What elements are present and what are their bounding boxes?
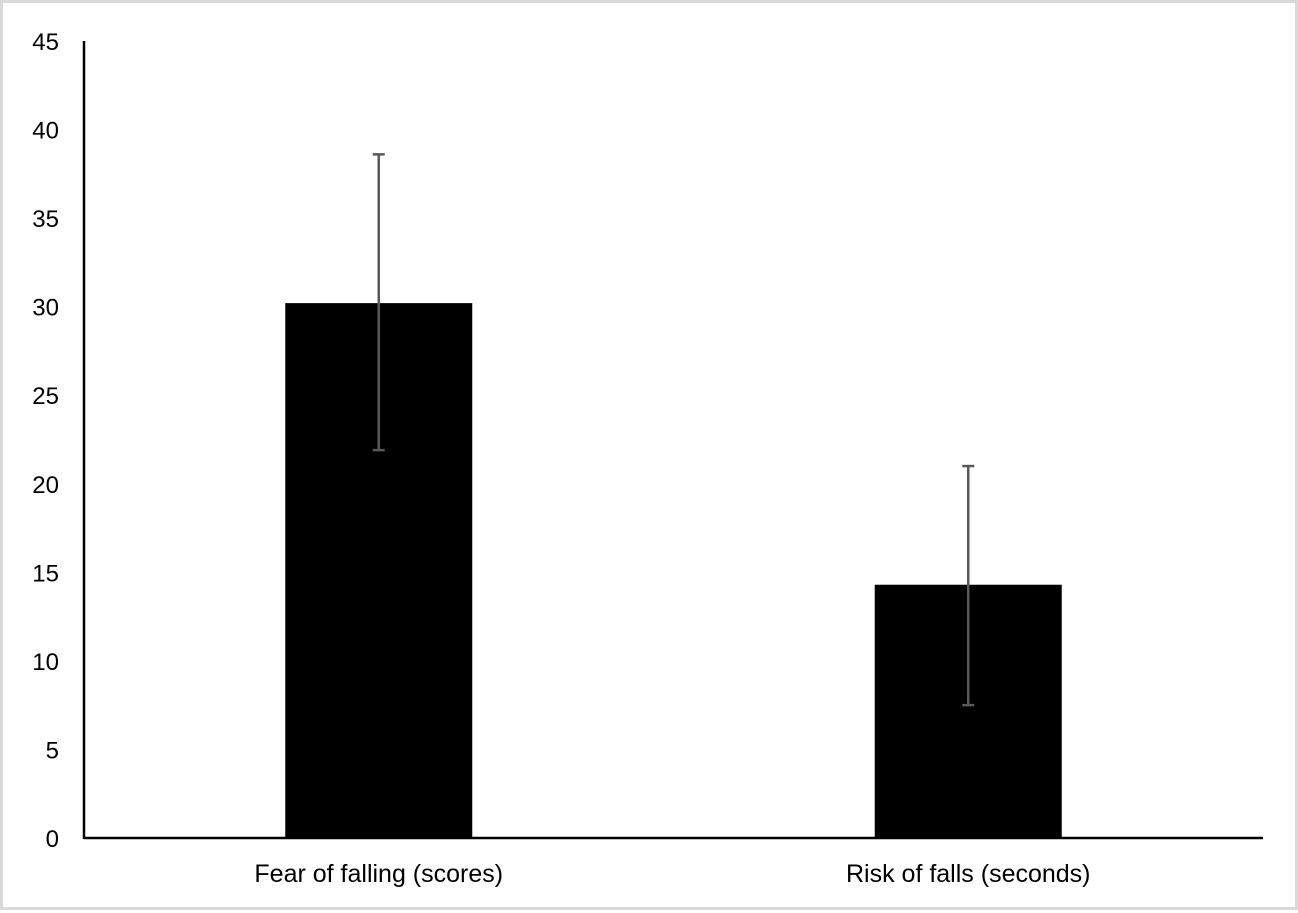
- y-tick-label-0: 0: [46, 826, 59, 853]
- y-tick-label-40: 40: [32, 118, 59, 145]
- y-axis-ticks: 0 5 10 15 20 25 30 35 40 45: [32, 29, 59, 853]
- y-tick-label-35: 35: [32, 206, 59, 233]
- error-bar-1: [372, 153, 385, 452]
- x-axis-labels: Fear of falling (scores) Risk of falls (s…: [254, 860, 1090, 888]
- y-tick-label-30: 30: [32, 295, 59, 322]
- y-tick-label-10: 10: [32, 649, 59, 676]
- y-tick-label-45: 45: [32, 29, 59, 56]
- x-category-label-2: Risk of falls (seconds): [846, 860, 1091, 888]
- axes: [82, 41, 1263, 840]
- x-category-label-1: Fear of falling (scores): [254, 860, 503, 888]
- y-tick-label-5: 5: [46, 737, 59, 764]
- error-bar-2: [962, 464, 975, 707]
- y-tick-label-25: 25: [32, 383, 59, 410]
- bar-chart: 0 5 10 15 20 25 30 35 40 45 Fear of falling (scor…: [32, 29, 1263, 888]
- error-bars: [372, 153, 975, 707]
- bars: [285, 303, 1062, 838]
- y-tick-label-15: 15: [32, 560, 59, 587]
- y-tick-label-20: 20: [32, 472, 59, 499]
